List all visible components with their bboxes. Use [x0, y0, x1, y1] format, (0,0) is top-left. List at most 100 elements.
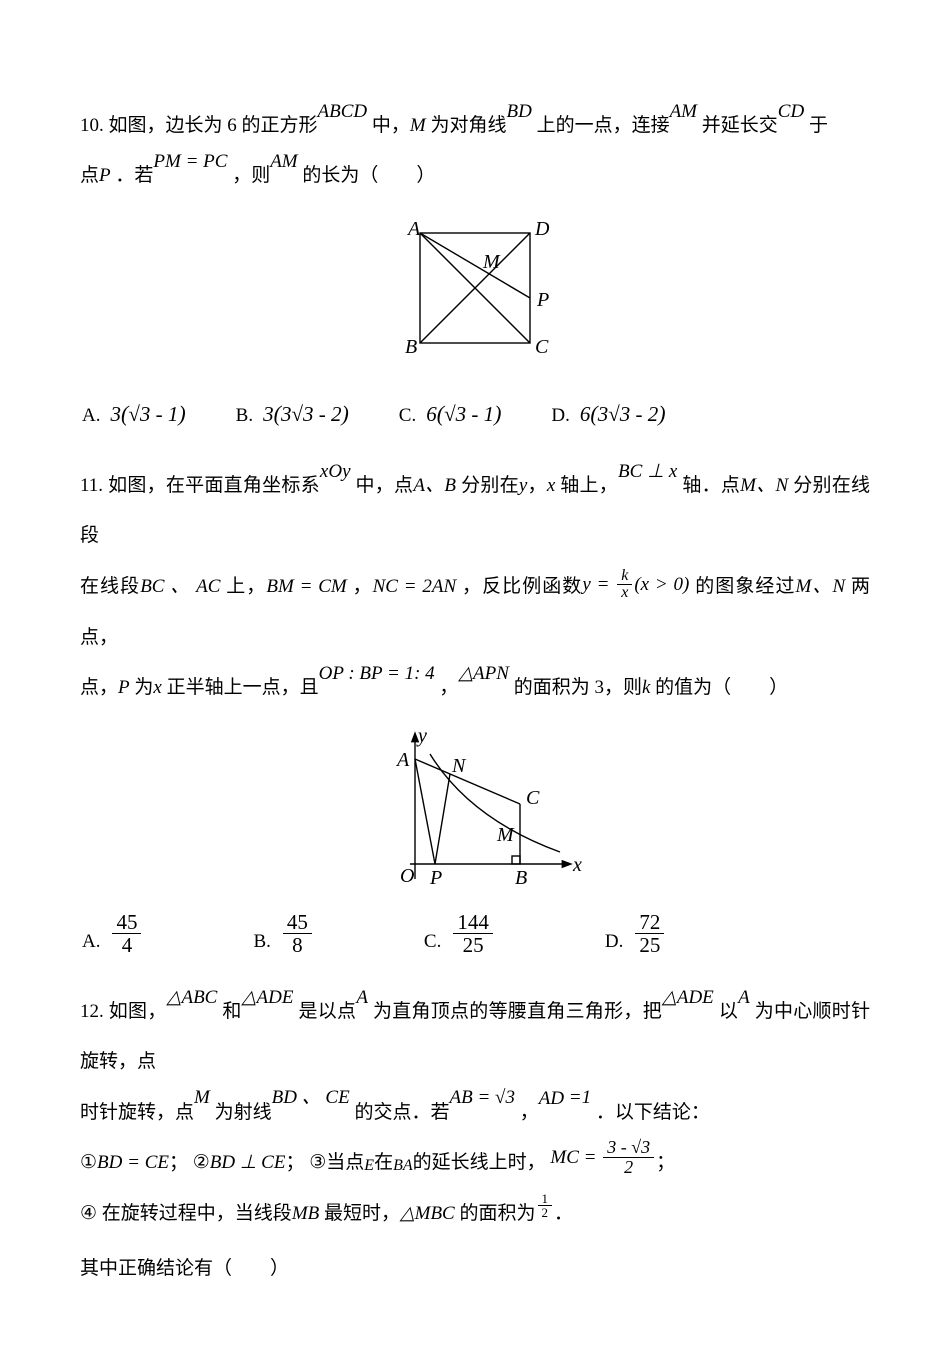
p10-t7: 点: [80, 165, 99, 186]
p11-t3: 分别在: [461, 475, 519, 496]
p12-stmt2: BD ⊥ CE: [210, 1152, 286, 1173]
p11-eq4-den: x: [617, 585, 632, 602]
lbl-D: D: [534, 218, 550, 240]
p12-t2: 和: [222, 1001, 241, 1022]
p11-lbl-y: y: [416, 725, 427, 747]
problem-11-text: 11. 如图，在平面直角坐标系xOy 中，点A、B 分别在y，x 轴上，BC ⊥…: [80, 460, 870, 712]
p11-options: A.454 B.458 C.14425 D.7225: [80, 911, 870, 956]
p11-opt-c: C.14425: [424, 911, 495, 956]
p12-tail: 其中正确结论有（ ）: [80, 1244, 870, 1293]
p11-lbl-O: O: [400, 865, 414, 887]
p10-opt-d: D.6(3√3 - 2): [551, 399, 665, 430]
p12-t5: 以: [719, 1001, 738, 1022]
p11-v11: k: [642, 677, 650, 698]
p12-sep1: ；: [169, 1152, 188, 1173]
p11-lbl-P2: P: [429, 867, 442, 889]
p10-t4: 上的一点，连接: [537, 115, 670, 136]
p12-t7: 为射线: [215, 1101, 272, 1122]
p11-lbl-M2: M: [496, 824, 515, 846]
p11-lbl-B2: B: [515, 867, 527, 889]
p12-s4-num: 1: [538, 1192, 553, 1207]
p11-eq2: BM = CM: [266, 576, 346, 597]
p11-v10: △APN: [458, 663, 509, 684]
p11-v2: A、B: [413, 475, 456, 496]
p12-t6b: 时针旋转，点: [80, 1101, 194, 1122]
p10-v7: AM: [270, 151, 297, 172]
p11-lbl-N: N: [451, 755, 467, 777]
p12-stmt3b: E: [364, 1157, 374, 1174]
p10-num: 10.: [80, 115, 104, 136]
lbl-B: B: [405, 336, 417, 358]
p11-t8: 上，: [226, 576, 266, 597]
p11-lbl-A2: A: [395, 749, 410, 771]
p11-v1: xOy: [320, 461, 351, 482]
p11-eq5: OP : BP = 1: 4: [319, 663, 435, 684]
p12-eq2: AD =1: [539, 1087, 591, 1108]
p12-eq1: AB = √3: [449, 1087, 514, 1108]
p12-sep3: ；: [656, 1152, 675, 1173]
p11-t10: ，反比例函数: [462, 576, 582, 597]
p11-opt-a: A.454: [82, 911, 143, 956]
p12-v4: △ADE: [662, 987, 714, 1008]
p10-t9: ，则: [232, 165, 270, 186]
p12-s1: ①: [80, 1138, 97, 1187]
p12-v2: △ADE: [242, 987, 294, 1008]
p12-num: 12.: [80, 1001, 104, 1022]
p12-s3: ③: [309, 1138, 326, 1187]
p11-lbl-x: x: [572, 854, 582, 876]
p12-stmt3e: 的延长线上时，: [413, 1152, 546, 1173]
p10-t2: 中，: [372, 115, 410, 136]
p12-mc-num: 3 - √3: [603, 1138, 654, 1158]
p10-t10: 的长为（ ）: [302, 165, 435, 186]
p12-v5: A: [738, 987, 750, 1008]
p10-options: A.3(√3 - 1) B.3(3√3 - 2) C.6(√3 - 1) D.6…: [80, 399, 870, 430]
p12-t1: 如图，: [109, 1001, 167, 1022]
lbl-M: M: [482, 251, 501, 273]
p11-t15: ，: [439, 677, 458, 698]
p11-t11: 的图象经过: [695, 576, 795, 597]
p11-t2: 中，点: [356, 475, 414, 496]
p10-v6: P: [99, 165, 111, 186]
p10-opt-a: A.3(√3 - 1): [82, 399, 186, 430]
p12-t3: 是以点: [299, 1001, 357, 1022]
p10-figure: A D B C M P: [80, 213, 870, 392]
p11-opt-d: D.7225: [605, 911, 666, 956]
p12-t8: 的交点．若: [354, 1101, 449, 1122]
p12-v1: △ABC: [167, 987, 218, 1008]
p10-v1: ABCD: [318, 101, 368, 122]
p10-v2: M: [410, 115, 426, 136]
p10-t1: 如图，边长为 6 的正方形: [109, 115, 318, 136]
p11-svg: y x A N C M O P B: [360, 724, 590, 894]
p11-eq4-num: k: [617, 568, 632, 586]
p11-figure: y x A N C M O P B: [80, 724, 870, 903]
p11-opt-b: B.458: [253, 911, 313, 956]
p12-stmt3d: BA: [393, 1157, 413, 1174]
p10-t8: ．若: [115, 165, 153, 186]
p11-t12b: 点，: [80, 677, 118, 698]
p10-v4: AM: [670, 101, 697, 122]
problem-12: 12. 如图，△ABC 和△ADE 是以点A 为直角顶点的等腰直角三角形，把△A…: [80, 986, 870, 1294]
p10-t5: 并延长交: [702, 115, 778, 136]
p12-stmt4c: 最短时，: [324, 1203, 400, 1224]
p11-v4: x: [547, 475, 555, 496]
p10-svg: A D B C M P: [385, 213, 565, 383]
p12-mc-den: 2: [620, 1158, 637, 1177]
problem-10-text: 10. 如图，边长为 6 的正方形ABCD 中，M 为对角线BD 上的一点，连接…: [80, 100, 870, 201]
p11-t7b: 在线段: [80, 576, 140, 597]
p12-t9: ，: [520, 1101, 539, 1122]
p12-s4-den: 2: [538, 1206, 553, 1220]
p11-eq1: BC ⊥ x: [618, 461, 677, 482]
p12-stmt1: BD = CE: [97, 1152, 169, 1173]
p10-opt-c: C.6(√3 - 1): [399, 399, 502, 430]
p12-stmt4e: 的面积为: [459, 1203, 535, 1224]
p12-stmt3c: 在: [374, 1152, 393, 1173]
p11-t4: ，: [527, 475, 547, 496]
p11-t17: 的值为（ ）: [655, 677, 788, 698]
p11-t6: 轴．点: [682, 475, 740, 496]
p11-eq4-pre: y =: [582, 574, 615, 595]
p12-t10: ．以下结论：: [596, 1101, 710, 1122]
p12-s2: ②: [193, 1138, 210, 1187]
problem-11: 11. 如图，在平面直角坐标系xOy 中，点A、B 分别在y，x 轴上，BC ⊥…: [80, 460, 870, 956]
p11-num: 11.: [80, 475, 103, 496]
p10-v5: CD: [778, 101, 804, 122]
